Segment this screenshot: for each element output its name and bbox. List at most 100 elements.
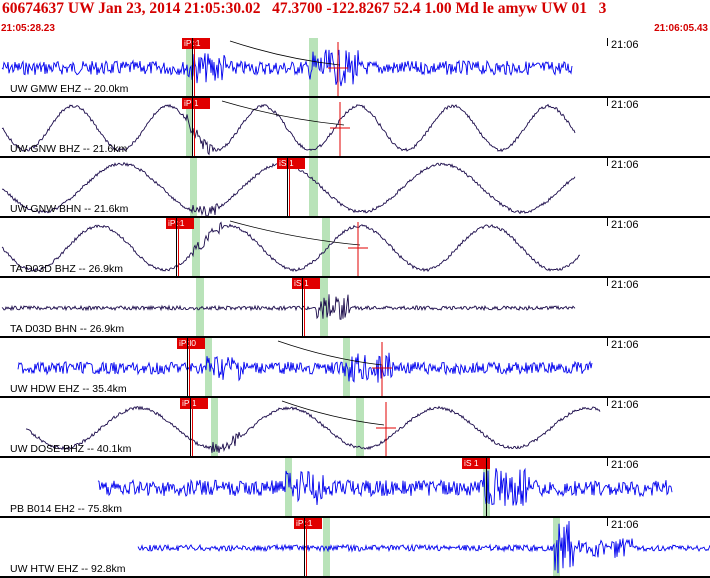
window-end-time: 21:06:05.43 — [654, 23, 708, 34]
seismogram[interactable] — [0, 98, 710, 158]
phase-pick-line — [176, 218, 177, 276]
time-tick-line — [607, 98, 608, 106]
pick-window — [205, 338, 212, 396]
pick-window — [196, 278, 204, 336]
header: 60674637 UW Jan 23, 2014 21:05:30.02 47.… — [0, 0, 710, 38]
phase-pick[interactable]: iS 1 — [277, 158, 305, 169]
event-title: 60674637 UW Jan 23, 2014 21:05:30.02 47.… — [2, 0, 607, 17]
trace-panel[interactable]: iS 1 21:06 TA D03D BHN -- 26.9km — [0, 278, 710, 338]
station-label: UW HDW EHZ -- 35.4km — [10, 383, 127, 395]
station-label: TA D03D BHN -- 26.9km — [10, 323, 125, 335]
phase-pick-line — [304, 518, 305, 576]
time-tick-line — [607, 338, 608, 346]
seismogram[interactable] — [0, 278, 710, 338]
seismogram[interactable] — [0, 38, 710, 98]
predicted-arrival-curve — [229, 220, 361, 246]
pick-window — [211, 398, 218, 456]
phase-pick-label: iP 1 — [182, 398, 197, 408]
waveform-trace — [97, 467, 673, 506]
phase-pick[interactable]: iP 1 — [180, 398, 208, 409]
time-tick-label: 21:06 — [611, 159, 639, 171]
window-start-time: 21:05:28.23 — [1, 23, 55, 34]
pick-window — [186, 38, 193, 96]
phase-pick-marker — [189, 338, 190, 396]
trace-panel[interactable]: iP 1 21:06 UW GNW BHZ -- 21.6km — [0, 98, 710, 158]
time-tick-label: 21:06 — [611, 279, 639, 291]
phase-pick-line — [192, 98, 193, 156]
seismogram[interactable] — [0, 218, 710, 278]
pick-window — [356, 398, 364, 456]
pick-window — [192, 218, 200, 276]
phase-pick-line — [192, 38, 193, 96]
waveform-trace — [137, 520, 710, 574]
time-tick-line — [607, 218, 608, 226]
waveform-trace — [1, 103, 576, 156]
seismogram[interactable] — [0, 398, 710, 458]
phase-pick-label: iS 1 — [294, 278, 309, 288]
phase-pick[interactable]: iP 1 — [182, 98, 210, 109]
pick-window — [343, 338, 350, 396]
waveform-trace — [1, 49, 573, 87]
phase-pick[interactable]: iPc1 — [294, 518, 322, 529]
phase-pick-line — [187, 338, 188, 396]
phase-pick-label: iS 1 — [279, 158, 294, 168]
phase-pick-marker — [289, 158, 290, 216]
phase-pick-marker — [306, 518, 307, 576]
phase-pick[interactable]: iS 1 — [292, 278, 320, 289]
pick-window — [285, 458, 292, 516]
predicted-arrival-curve — [229, 40, 341, 66]
trace-panel[interactable]: iPc1 21:06 UW HTW EHZ -- 92.8km — [0, 518, 710, 578]
pick-window — [309, 98, 318, 156]
phase-pick-label: iP 1 — [184, 98, 199, 108]
seismogram[interactable] — [0, 518, 710, 578]
phase-pick-line — [287, 158, 288, 216]
phase-pick[interactable]: iPc1 — [182, 38, 210, 49]
waveform-trace — [1, 221, 581, 273]
time-tick-label: 21:06 — [611, 39, 639, 51]
seismogram[interactable] — [0, 338, 710, 398]
phase-pick[interactable]: iPc1 — [166, 218, 194, 229]
phase-pick-marker — [178, 218, 179, 276]
trace-panels[interactable]: iPc1 21:06 UW GMW EHZ -- 20.0km iP 1 21:06 UW… — [0, 38, 710, 578]
waveform-trace — [17, 352, 593, 383]
phase-pick-line — [190, 398, 191, 456]
time-tick-label: 21:06 — [611, 219, 639, 231]
time-tick-line — [607, 458, 608, 466]
time-tick-label: 21:06 — [611, 459, 639, 471]
phase-pick-line — [486, 458, 487, 516]
predicted-arrival-curve — [281, 400, 385, 426]
station-label: UW GNW BHN -- 21.6km — [10, 203, 129, 215]
phase-pick-marker — [194, 38, 195, 96]
waveform-trace — [25, 405, 601, 453]
waveform-trace — [1, 294, 576, 320]
pick-window — [190, 158, 197, 216]
trace-panel[interactable]: iPd0 21:06 UW HDW EHZ -- 35.4km — [0, 338, 710, 398]
time-tick-label: 21:06 — [611, 339, 639, 351]
trace-panel[interactable]: iPc1 21:06 UW GMW EHZ -- 20.0km — [0, 38, 710, 98]
time-tick-label: 21:06 — [611, 399, 639, 411]
station-label: TA D03D BHZ -- 26.9km — [10, 263, 123, 275]
trace-panel[interactable]: iS 1 21:06 PB B014 EH2 -- 75.8km — [0, 458, 710, 518]
station-label: PB B014 EH2 -- 75.8km — [10, 503, 123, 515]
phase-pick-line — [302, 278, 303, 336]
station-label: UW GNW BHZ -- 21.6km — [10, 143, 128, 155]
pick-window — [309, 38, 318, 96]
pick-window — [322, 218, 330, 276]
phase-pick-marker — [304, 278, 305, 336]
pick-window — [309, 158, 318, 216]
time-tick-line — [607, 398, 608, 406]
predicted-arrival-curve — [277, 340, 383, 366]
station-label: UW HTW EHZ -- 92.8km — [10, 563, 126, 575]
trace-panel[interactable]: iPc1 21:06 TA D03D BHZ -- 26.9km — [0, 218, 710, 278]
phase-pick-label: iS 1 — [464, 458, 479, 468]
phase-pick-marker — [192, 398, 193, 456]
time-tick-label: 21:06 — [611, 99, 639, 111]
phase-pick[interactable]: iPd0 — [177, 338, 205, 349]
phase-pick[interactable]: iS 1 — [462, 458, 490, 469]
time-tick-line — [607, 518, 608, 526]
trace-panel[interactable]: iS 1 21:06 UW GNW BHN -- 21.6km — [0, 158, 710, 218]
time-tick-line — [607, 38, 608, 46]
station-label: UW GMW EHZ -- 20.0km — [10, 83, 129, 95]
trace-panel[interactable]: iP 1 21:06 UW DOSE BHZ -- 40.1km — [0, 398, 710, 458]
time-tick-line — [607, 158, 608, 166]
